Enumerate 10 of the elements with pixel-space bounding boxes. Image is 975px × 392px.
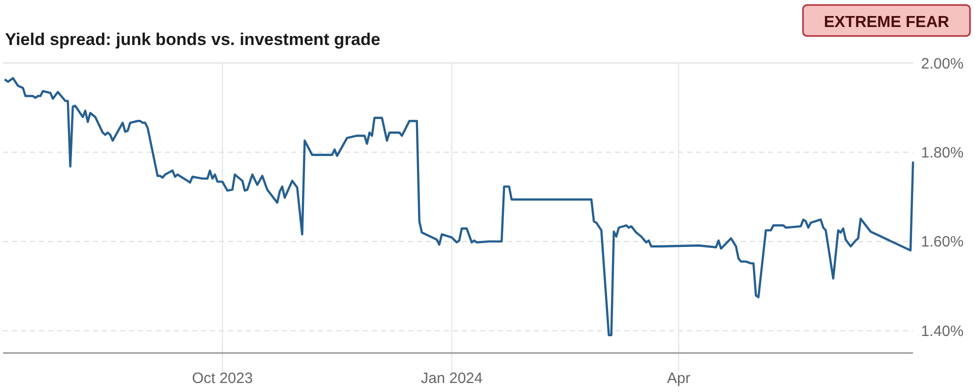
text: EXTREME FEAR	[824, 14, 950, 31]
y-tick-label: 1.40%	[921, 322, 964, 340]
y-tick-label: 1.60%	[921, 234, 964, 251]
chart-title: Yield spread: junk bonds vs. investment grade	[5, 30, 380, 49]
x-tick-label: Oct 2023	[192, 370, 253, 387]
x-tick-label: Jan 2024	[420, 370, 483, 387]
line-series	[4, 77, 914, 336]
y-tick-label: 2.00%	[921, 55, 964, 72]
y-tick-label: 1.80%	[921, 144, 964, 162]
x-tick-label: Apr	[666, 370, 690, 387]
